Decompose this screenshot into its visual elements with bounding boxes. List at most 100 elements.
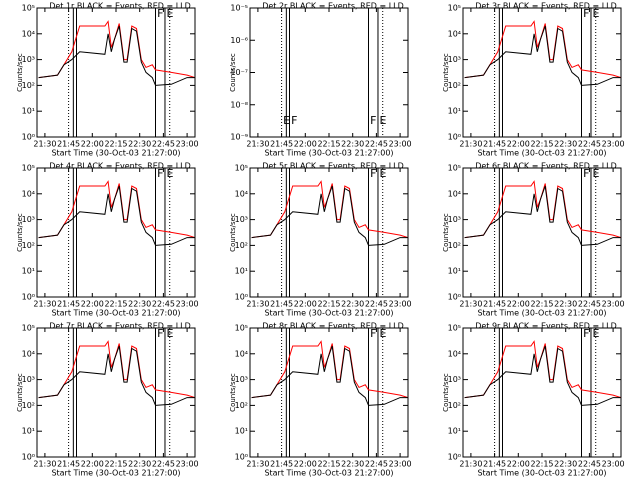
x-axis-label: Start Time (30-Oct-03 21:27:00) (477, 309, 606, 318)
x-tick-label: 22:45 (152, 300, 175, 309)
series-line (464, 180, 622, 239)
series-line (464, 185, 621, 246)
x-tick-label: 21:30 (33, 140, 56, 149)
y-tick-label: 10⁻⁹ (230, 133, 248, 142)
y-tick-label: 10⁰ (235, 293, 248, 302)
x-tick-label: 22:15 (530, 300, 553, 309)
series-line (464, 20, 622, 79)
series-line (251, 340, 409, 399)
chart-title: Det 1r BLACK = Events, RED = LLD (49, 2, 191, 11)
x-tick-label: 22:00 (507, 300, 530, 309)
y-tick-label: 10¹ (22, 427, 35, 436)
y-tick-label: 10⁻⁷ (230, 68, 248, 77)
y-tick-label: 10² (448, 401, 461, 410)
y-tick-label: 10⁻⁶ (230, 36, 248, 45)
x-tick-label: 23:00 (389, 300, 412, 309)
x-tick-label: 22:30 (341, 460, 364, 469)
marker-annotation: E (380, 327, 387, 340)
chart-title: Det 3r BLACK = Events, RED = LLD (475, 2, 617, 11)
x-tick-label: 22:30 (341, 140, 364, 149)
y-axis-label: Counts/sec (442, 53, 450, 92)
x-tick-label: 22:00 (294, 300, 317, 309)
x-tick-label: 21:30 (246, 460, 269, 469)
y-tick-label: 10⁰ (448, 293, 461, 302)
x-tick-label: 21:45 (270, 300, 293, 309)
x-tick-label: 21:30 (459, 300, 482, 309)
series-line (251, 185, 408, 246)
marker-annotation: F (157, 327, 163, 340)
x-tick-label: 21:30 (33, 460, 56, 469)
x-tick-label: 22:15 (317, 300, 340, 309)
x-axis-label: Start Time (30-Oct-03 21:27:00) (264, 149, 393, 158)
y-tick-label: 10³ (22, 55, 35, 64)
x-tick-label: 22:15 (104, 460, 127, 469)
series-line (38, 180, 196, 239)
y-tick-label: 10² (22, 241, 35, 250)
marker-annotation: E (593, 327, 600, 340)
chart-title: Det 9r BLACK = Events, RED = LLD (475, 322, 617, 331)
x-tick-label: 21:30 (246, 300, 269, 309)
y-tick-label: 10⁰ (235, 453, 248, 462)
y-tick-label: 10⁵ (448, 4, 461, 13)
y-tick-label: 10⁴ (22, 189, 35, 198)
y-tick-label: 10⁻⁸ (230, 100, 248, 109)
x-axis-label: Start Time (30-Oct-03 21:27:00) (264, 309, 393, 318)
series-line (38, 345, 195, 406)
y-tick-label: 10⁰ (448, 133, 461, 142)
marker-annotation: F (583, 167, 589, 180)
x-tick-label: 22:45 (152, 460, 175, 469)
x-axis-label: Start Time (30-Oct-03 21:27:00) (51, 309, 180, 318)
marker-annotation: F (370, 167, 376, 180)
x-tick-label: 23:00 (602, 300, 625, 309)
y-axis-label: Counts/sec (16, 213, 24, 252)
y-tick-label: 10⁴ (235, 189, 248, 198)
y-axis-label: Counts/sec (229, 53, 237, 92)
x-tick-label: 23:00 (176, 460, 199, 469)
y-tick-label: 10² (235, 241, 248, 250)
marker-annotation: E (167, 327, 174, 340)
x-tick-label: 22:45 (152, 140, 175, 149)
x-tick-label: 21:45 (483, 460, 506, 469)
y-tick-label: 10⁴ (235, 349, 248, 358)
x-tick-label: 23:00 (602, 140, 625, 149)
x-tick-label: 22:15 (317, 140, 340, 149)
marker-annotation: E (593, 7, 600, 20)
y-tick-label: 10³ (22, 375, 35, 384)
series-line (38, 185, 195, 246)
x-tick-label: 22:45 (365, 300, 388, 309)
y-tick-label: 10³ (448, 215, 461, 224)
series-line (251, 180, 409, 239)
x-tick-label: 21:45 (57, 140, 80, 149)
y-tick-label: 10⁵ (235, 164, 248, 173)
chart-title: Det 8r BLACK = Events, RED = LLD (262, 322, 404, 331)
x-tick-label: 21:45 (57, 300, 80, 309)
x-tick-label: 21:45 (270, 460, 293, 469)
y-tick-label: 10⁵ (22, 164, 35, 173)
x-tick-label: 21:45 (483, 300, 506, 309)
x-tick-label: 21:30 (459, 460, 482, 469)
x-tick-label: 22:15 (104, 140, 127, 149)
y-tick-label: 10⁵ (448, 164, 461, 173)
marker-annotation: F (583, 327, 589, 340)
x-tick-label: 22:45 (578, 300, 601, 309)
marker-annotation: F (370, 114, 376, 127)
series-line (251, 345, 408, 406)
y-tick-label: 10⁴ (22, 29, 35, 38)
marker-annotation: E (380, 114, 387, 127)
y-tick-label: 10⁴ (448, 189, 461, 198)
x-tick-label: 22:00 (294, 460, 317, 469)
marker-annotation: F (583, 7, 589, 20)
x-tick-label: 23:00 (389, 140, 412, 149)
y-tick-label: 10² (22, 401, 35, 410)
x-tick-label: 22:00 (507, 140, 530, 149)
y-tick-label: 10¹ (235, 427, 248, 436)
y-tick-label: 10⁵ (22, 324, 35, 333)
x-tick-label: 21:45 (483, 140, 506, 149)
y-tick-label: 10¹ (22, 267, 35, 276)
y-axis-label: Counts/sec (16, 373, 24, 412)
chart-title: Det 2r BLACK = Events, RED = LLD (262, 2, 404, 11)
x-tick-label: 22:30 (128, 460, 151, 469)
marker-annotation: E (167, 7, 174, 20)
y-tick-label: 10¹ (448, 107, 461, 116)
x-tick-label: 22:15 (530, 460, 553, 469)
